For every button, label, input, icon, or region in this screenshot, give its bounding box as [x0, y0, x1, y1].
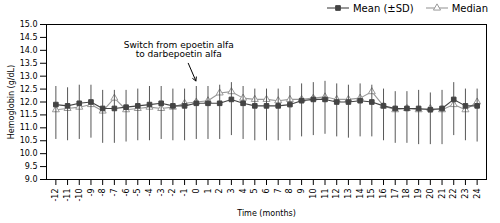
svg-text:9.5: 9.5 [25, 162, 38, 171]
svg-text:3: 3 [227, 189, 236, 194]
svg-text:11.0: 11.0 [20, 123, 38, 132]
svg-text:13.5: 13.5 [20, 59, 38, 68]
svg-text:-12: -12 [51, 189, 60, 202]
svg-text:21: 21 [438, 189, 447, 199]
svg-text:14: 14 [356, 189, 365, 199]
svg-text:13: 13 [344, 189, 353, 199]
svg-text:-5: -5 [133, 189, 142, 197]
svg-text:Switch from epoetin alfato dar: Switch from epoetin alfato darbepoetin a… [124, 40, 234, 59]
svg-text:-4: -4 [145, 189, 154, 197]
svg-text:12.0: 12.0 [20, 98, 38, 107]
html-text:Mean (±SD): Mean (±SD) [353, 2, 414, 14]
svg-text:23: 23 [461, 189, 470, 199]
svg-text:11: 11 [321, 189, 330, 199]
svg-text:14.5: 14.5 [20, 33, 38, 42]
svg-text:19: 19 [414, 189, 423, 199]
svg-text:15.0: 15.0 [20, 20, 38, 29]
svg-text:17: 17 [391, 189, 400, 199]
svg-text:24: 24 [473, 189, 482, 199]
svg-text:10.5: 10.5 [20, 136, 38, 145]
svg-text:11.5: 11.5 [20, 110, 38, 119]
svg-text:4: 4 [239, 189, 248, 194]
svg-text:10.0: 10.0 [20, 149, 38, 158]
svg-text:9: 9 [297, 189, 306, 194]
svg-text:-10: -10 [75, 189, 84, 202]
svg-text:2: 2 [215, 189, 224, 194]
svg-text:5: 5 [250, 189, 259, 194]
html-text:Median: Median [451, 2, 488, 14]
svg-text:13.0: 13.0 [20, 72, 38, 81]
svg-text:22: 22 [449, 189, 458, 199]
svg-text:1: 1 [204, 189, 213, 194]
svg-text:18: 18 [402, 189, 411, 199]
svg-text:-9: -9 [87, 189, 96, 197]
svg-text:-1: -1 [180, 189, 189, 197]
svg-text:-6: -6 [122, 189, 131, 197]
svg-text:0: 0 [192, 189, 201, 194]
svg-text:Time (months): Time (months) [236, 209, 296, 218]
svg-text:16: 16 [379, 189, 388, 199]
svg-text:-11: -11 [63, 189, 72, 202]
svg-text:6: 6 [262, 189, 271, 194]
svg-text:-2: -2 [168, 189, 177, 197]
svg-text:-7: -7 [110, 189, 119, 197]
svg-text:12: 12 [332, 189, 341, 199]
svg-text:9.0: 9.0 [25, 175, 38, 184]
svg-text:14.0: 14.0 [20, 46, 38, 55]
svg-text:7: 7 [274, 189, 283, 194]
svg-text:-8: -8 [98, 189, 107, 197]
svg-text:12.5: 12.5 [20, 85, 38, 94]
svg-text:20: 20 [426, 189, 435, 199]
svg-text:8: 8 [285, 189, 294, 194]
svg-text:Hemoglobin (g/dL): Hemoglobin (g/dL) [7, 65, 16, 139]
svg-text:15: 15 [367, 189, 376, 199]
svg-text:10: 10 [309, 189, 318, 199]
svg-text:-3: -3 [157, 189, 166, 197]
